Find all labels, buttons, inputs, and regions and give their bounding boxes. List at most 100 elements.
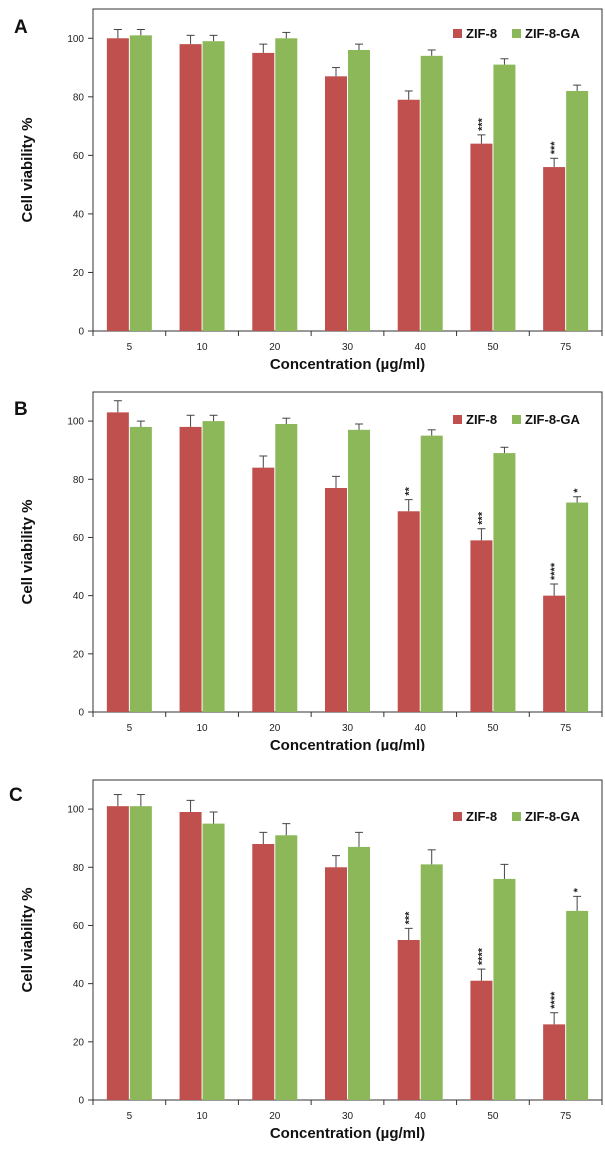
plot-frame <box>92 391 603 713</box>
bar-zif-8-ga <box>348 49 370 332</box>
y-axis-title: Cell viability % <box>19 117 36 222</box>
y-tick-label: 20 <box>73 649 85 660</box>
bar-zif-8 <box>106 806 129 1100</box>
legend-swatch <box>453 415 462 424</box>
bar-zif-8-ga <box>493 453 516 712</box>
significance-label: *** <box>549 141 561 155</box>
y-tick-label: 0 <box>78 1096 84 1107</box>
y-tick-label: 20 <box>73 1037 85 1048</box>
x-tick-label: 10 <box>197 1111 209 1122</box>
legend-swatch <box>453 812 462 821</box>
bar-zif-8-ga <box>202 421 225 712</box>
bar-zif-8-ga <box>566 910 589 1100</box>
chart-a-svg: A 0 20 40 60 80 100 5 10 20 30 40 50 75 Concentration … <box>14 8 603 372</box>
significance-label: *** <box>476 511 488 525</box>
chart-b-svg: B 0 20 40 60 80 100 5 10 20 30 40 50 75 Concentration … <box>14 391 603 751</box>
bar-zif-8-ga <box>129 806 152 1100</box>
bar-zif-8-ga <box>420 864 443 1100</box>
x-tick-label: 20 <box>269 342 281 353</box>
x-tick-label: 30 <box>342 1111 354 1122</box>
legend-swatch <box>512 29 521 38</box>
x-tick-label: 50 <box>487 342 499 353</box>
significance-label: ** <box>404 486 416 495</box>
panel-b: B 0 20 40 60 80 100 5 10 20 30 40 50 75 Concentration … <box>0 379 605 751</box>
y-tick-label: 100 <box>67 805 84 816</box>
x-tick-label: 75 <box>560 1111 572 1122</box>
bar-zif-8 <box>543 167 566 331</box>
bar-zif-8 <box>179 44 202 332</box>
bar-zif-8 <box>252 844 275 1100</box>
x-tick-label: 5 <box>127 723 133 734</box>
bar-zif-8 <box>325 867 347 1100</box>
significance-label: **** <box>549 991 561 1009</box>
y-axis-title: Cell viability % <box>19 499 36 604</box>
y-axis-title: Cell viability % <box>19 887 36 992</box>
bar-zif-8-ga <box>275 835 298 1100</box>
x-tick-label: 50 <box>487 1111 499 1122</box>
x-axis-title: Concentration (µg/ml) <box>270 1125 425 1142</box>
chart-c-svg: C 0 20 40 60 80 100 5 10 20 30 40 50 75 Concentration … <box>9 779 603 1142</box>
plot-frame <box>92 779 603 1101</box>
y-tick-label: 40 <box>73 979 85 990</box>
y-tick-label: 80 <box>73 92 85 103</box>
panel-label: C <box>9 785 23 806</box>
legend-label: ZIF-8 <box>466 26 497 41</box>
significance-label: * <box>572 887 584 892</box>
bar-zif-8 <box>543 1024 566 1100</box>
x-tick-label: 20 <box>269 1111 281 1122</box>
bar-zif-8 <box>325 76 347 331</box>
legend-swatch <box>512 812 521 821</box>
bar-zif-8-ga <box>566 502 589 712</box>
x-tick-label: 30 <box>342 342 354 353</box>
bar-zif-8-ga <box>420 55 443 331</box>
bar-zif-8-ga <box>129 35 152 331</box>
legend-label: ZIF-8-GA <box>525 412 580 427</box>
y-tick-label: 60 <box>73 533 85 544</box>
bar-zif-8 <box>470 980 493 1100</box>
y-tick-label: 60 <box>73 921 85 932</box>
x-axis-title: Concentration (µg/ml) <box>270 737 425 751</box>
plot-frame <box>92 8 603 332</box>
x-tick-label: 30 <box>342 723 354 734</box>
bar-zif-8-ga <box>202 41 225 331</box>
x-tick-label: 40 <box>415 342 427 353</box>
panel-label: A <box>14 17 28 38</box>
bar-zif-8 <box>325 488 347 712</box>
x-tick-label: 75 <box>560 723 572 734</box>
bar-zif-8-ga <box>202 823 225 1100</box>
legend-label: ZIF-8-GA <box>525 809 580 824</box>
bar-zif-8 <box>397 511 420 712</box>
bar-zif-8 <box>252 467 275 712</box>
bar-zif-8-ga <box>493 64 516 332</box>
x-tick-label: 10 <box>197 342 209 353</box>
bar-zif-8 <box>179 812 202 1100</box>
bar-zif-8-ga <box>348 429 370 712</box>
y-tick-label: 80 <box>73 475 85 486</box>
bar-zif-8 <box>397 99 420 331</box>
bar-zif-8-ga <box>420 435 443 712</box>
x-tick-label: 20 <box>269 723 281 734</box>
bar-zif-8 <box>179 426 202 712</box>
y-tick-label: 0 <box>78 708 84 719</box>
legend-label: ZIF-8 <box>466 809 497 824</box>
bar-zif-8 <box>252 52 275 332</box>
panel-label: B <box>14 399 28 420</box>
x-tick-label: 40 <box>415 723 427 734</box>
bar-zif-8 <box>470 143 493 331</box>
significance-label: *** <box>404 911 416 925</box>
legend-swatch <box>453 29 462 38</box>
x-tick-label: 5 <box>127 342 133 353</box>
bar-zif-8-ga <box>275 38 298 331</box>
bar-zif-8 <box>106 412 129 712</box>
significance-label: **** <box>549 562 561 580</box>
significance-label: * <box>572 488 584 493</box>
bar-zif-8 <box>106 38 129 331</box>
y-tick-label: 100 <box>67 417 84 428</box>
x-tick-label: 40 <box>415 1111 427 1122</box>
legend-label: ZIF-8-GA <box>525 26 580 41</box>
panel-c: C 0 20 40 60 80 100 5 10 20 30 40 50 75 Concentration … <box>0 765 605 1149</box>
y-tick-label: 40 <box>73 209 85 220</box>
x-tick-label: 75 <box>560 342 572 353</box>
y-tick-label: 0 <box>78 327 84 338</box>
